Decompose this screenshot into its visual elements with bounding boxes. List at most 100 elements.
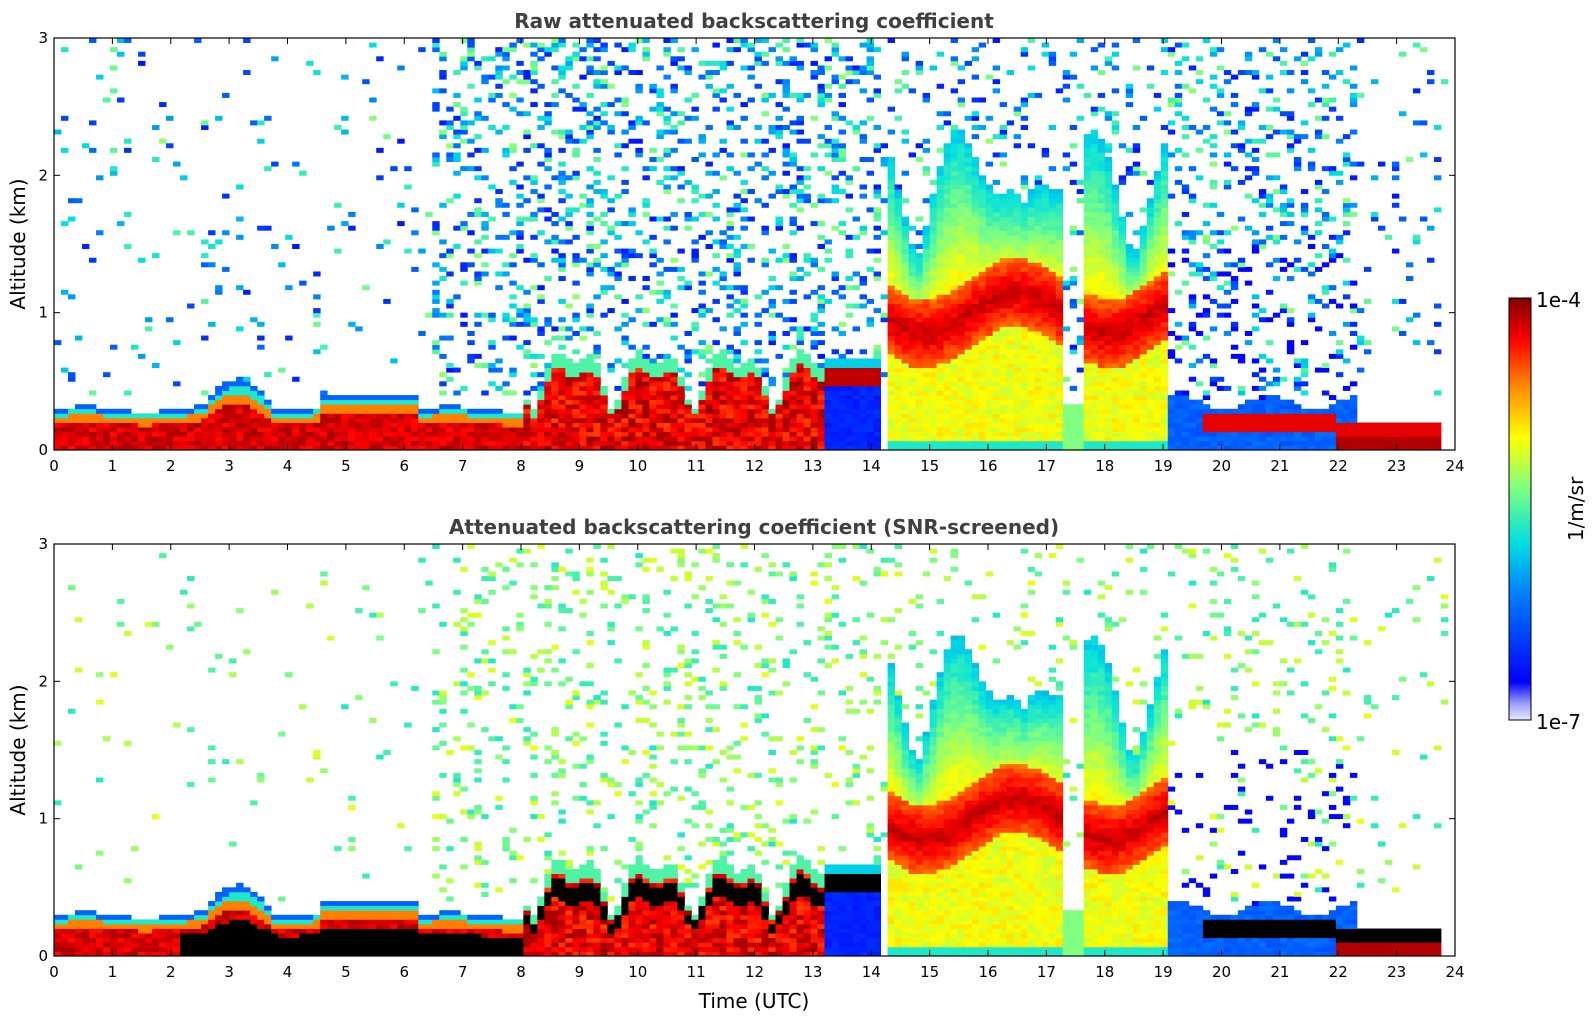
heatmap-cell (551, 211, 559, 217)
heatmap-cell (89, 422, 97, 428)
heatmap-cell (572, 317, 580, 323)
heatmap-cell (1062, 166, 1071, 172)
heatmap-cell (950, 230, 959, 236)
heatmap-cell (922, 230, 931, 236)
heatmap-cell (495, 367, 503, 373)
heatmap-cell (922, 417, 931, 423)
heatmap-cell (1090, 152, 1099, 158)
heatmap-cell (586, 134, 594, 140)
heatmap-cell (1048, 202, 1057, 208)
heatmap-cell (530, 285, 538, 291)
heatmap-cell (369, 440, 377, 446)
heatmap-cell (432, 161, 440, 167)
heatmap-cell (278, 427, 286, 433)
heatmap-cell (89, 38, 97, 43)
heatmap-cell (901, 372, 910, 378)
heatmap-cell (691, 248, 699, 254)
heatmap-cell (1111, 372, 1120, 378)
heatmap-cell (677, 344, 685, 350)
heatmap-cell (530, 440, 538, 446)
heatmap-cell (943, 427, 952, 433)
heatmap-cell (61, 47, 69, 53)
heatmap-cell (831, 417, 839, 423)
heatmap-cell (936, 349, 945, 355)
heatmap-cell (1020, 51, 1029, 57)
heatmap-cell (1055, 317, 1064, 323)
heatmap-cell (950, 225, 959, 231)
heatmap-cell (740, 42, 748, 48)
heatmap-cell (936, 262, 945, 268)
heatmap-cell (1020, 376, 1029, 382)
heatmap-cell (670, 431, 678, 437)
heatmap-cell (754, 60, 762, 66)
heatmap-cell (320, 399, 328, 405)
heatmap-cell (656, 395, 664, 401)
heatmap-cell (1104, 166, 1113, 172)
heatmap-cell (782, 106, 790, 112)
heatmap-cell (1013, 326, 1022, 332)
heatmap-cell (579, 193, 587, 199)
heatmap-cell (236, 413, 244, 419)
heatmap-cell (740, 207, 748, 213)
heatmap-cell (922, 367, 931, 373)
heatmap-cell (89, 408, 97, 414)
heatmap-cell (460, 38, 468, 43)
heatmap-cell (831, 431, 839, 437)
heatmap-cell (1055, 285, 1064, 291)
heatmap-cell (943, 266, 952, 272)
heatmap-cell (775, 404, 783, 410)
heatmap-cell (474, 60, 482, 66)
heatmap-cell (817, 381, 825, 387)
heatmap-cell (173, 440, 181, 446)
heatmap-cell (1097, 372, 1106, 378)
heatmap-cell (439, 51, 447, 57)
heatmap-cell (957, 225, 966, 231)
heatmap-cell (1006, 422, 1015, 428)
heatmap-cell (1034, 298, 1043, 304)
heatmap-cell (628, 431, 636, 437)
heatmap-cell (845, 390, 853, 396)
heatmap-cell (1111, 280, 1120, 286)
heatmap-cell (936, 225, 945, 231)
heatmap-cell (887, 202, 896, 208)
heatmap-cell (236, 404, 244, 410)
heatmap-cell (327, 399, 335, 405)
heatmap-cell (523, 42, 531, 48)
heatmap-cell (215, 417, 223, 423)
heatmap-cell (222, 427, 230, 433)
heatmap-cell (509, 179, 517, 185)
heatmap-cell (985, 436, 994, 442)
heatmap-cell (474, 134, 482, 140)
heatmap-cell (873, 248, 881, 254)
heatmap-cell (593, 147, 601, 153)
heatmap-cell (593, 413, 601, 419)
heatmap-cell (341, 431, 349, 437)
heatmap-cell (999, 381, 1008, 387)
heatmap-cell (670, 147, 678, 153)
heatmap-cell (992, 385, 1001, 391)
heatmap-cell (586, 38, 594, 43)
heatmap-cell (950, 266, 959, 272)
heatmap-cell (446, 417, 454, 423)
heatmap-cell (1118, 390, 1127, 396)
heatmap-cell (565, 175, 573, 181)
heatmap-cell (250, 399, 258, 405)
heatmap-cell (775, 184, 783, 190)
heatmap-cell (957, 440, 966, 446)
heatmap-cell (600, 431, 608, 437)
heatmap-cell (922, 349, 931, 355)
heatmap-cell (684, 440, 692, 446)
heatmap-cell (803, 253, 811, 259)
heatmap-cell (579, 408, 587, 414)
heatmap-cell (1097, 363, 1106, 368)
heatmap-cell (901, 289, 910, 295)
heatmap-cell (1104, 303, 1113, 309)
heatmap-cell (670, 381, 678, 387)
heatmap-cell (1013, 440, 1022, 446)
heatmap-cell (873, 372, 881, 378)
heatmap-cell (992, 225, 1001, 231)
heatmap-cell (1111, 367, 1120, 373)
heatmap-cell (754, 312, 762, 318)
heatmap-cell (460, 262, 468, 268)
heatmap-cell (124, 138, 132, 144)
